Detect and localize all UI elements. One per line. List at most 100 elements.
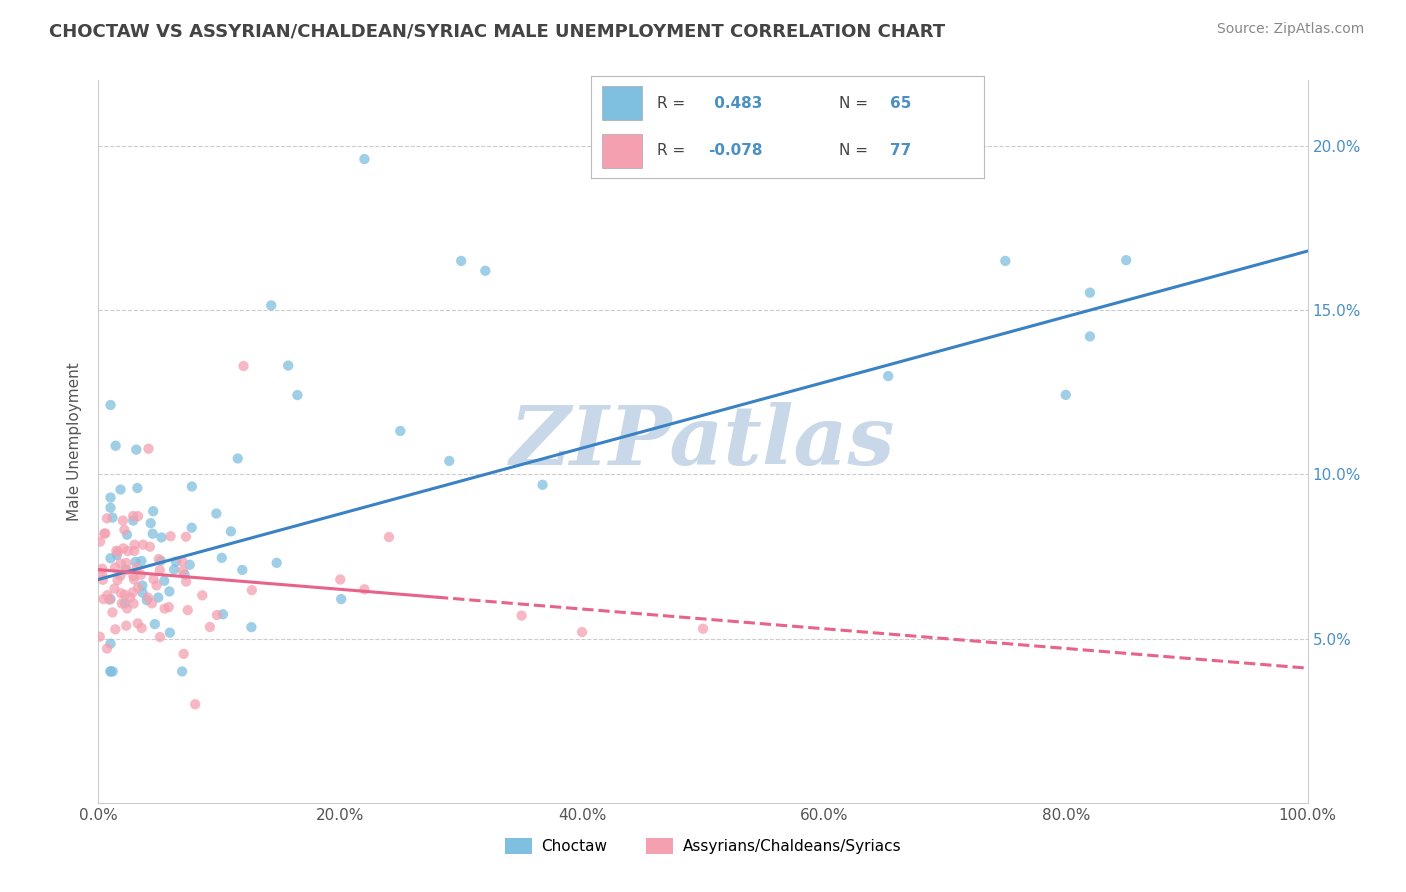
Point xyxy=(125,442,148,457)
Point xyxy=(277,359,299,373)
Point xyxy=(148,591,170,605)
Point xyxy=(124,555,146,569)
Point xyxy=(240,620,263,634)
Point xyxy=(159,529,181,543)
Point xyxy=(115,618,138,632)
Point xyxy=(232,359,254,373)
Point xyxy=(165,555,187,569)
Point xyxy=(531,477,554,491)
Point xyxy=(450,253,472,268)
Point xyxy=(149,630,172,644)
Point xyxy=(93,592,115,607)
Point xyxy=(205,507,228,521)
Point xyxy=(104,560,127,574)
Point xyxy=(994,253,1017,268)
Point xyxy=(110,557,132,571)
Point xyxy=(131,554,153,568)
Point xyxy=(91,568,114,582)
Text: 77: 77 xyxy=(890,144,911,158)
Point xyxy=(89,630,111,644)
Point xyxy=(101,665,124,679)
Point xyxy=(131,586,153,600)
Point xyxy=(260,298,283,312)
Y-axis label: Male Unemployment: Male Unemployment xyxy=(67,362,83,521)
Point xyxy=(100,665,122,679)
Point xyxy=(330,592,353,607)
Point xyxy=(135,593,157,607)
Point xyxy=(127,481,149,495)
Point xyxy=(378,530,401,544)
Point xyxy=(142,572,165,586)
Point xyxy=(100,551,122,566)
Point xyxy=(111,514,134,528)
Point xyxy=(124,544,146,558)
Point xyxy=(510,608,533,623)
Text: N =: N = xyxy=(838,144,872,158)
Point xyxy=(115,563,138,577)
Point xyxy=(122,514,145,528)
Point xyxy=(353,582,375,597)
Point xyxy=(110,483,132,497)
Point xyxy=(121,585,143,599)
Point xyxy=(142,504,165,518)
Point xyxy=(153,574,176,588)
Point xyxy=(148,552,170,566)
Point xyxy=(1078,329,1101,343)
Point xyxy=(100,500,122,515)
Point xyxy=(174,574,197,589)
Point xyxy=(1078,285,1101,300)
Point xyxy=(173,647,195,661)
Point xyxy=(114,563,136,577)
Point xyxy=(111,597,134,611)
Point xyxy=(115,556,138,570)
Text: N =: N = xyxy=(838,96,872,111)
Point xyxy=(91,562,114,576)
Point xyxy=(212,607,235,622)
Text: ZIPatlas: ZIPatlas xyxy=(510,401,896,482)
Point xyxy=(98,592,121,607)
Point xyxy=(115,601,138,615)
Point xyxy=(157,600,180,615)
Point xyxy=(129,567,152,582)
Point xyxy=(125,560,148,574)
Point xyxy=(474,264,496,278)
Point xyxy=(139,540,162,554)
Point xyxy=(91,573,114,587)
Point xyxy=(103,582,125,596)
Point xyxy=(149,563,172,577)
Point xyxy=(266,556,288,570)
Point xyxy=(100,591,122,606)
Bar xyxy=(602,87,641,120)
Point xyxy=(571,625,593,640)
Point xyxy=(89,534,111,549)
Point xyxy=(353,152,375,166)
Point xyxy=(142,526,165,541)
Point xyxy=(287,388,309,402)
Point xyxy=(179,558,201,572)
Point xyxy=(122,597,145,611)
Point xyxy=(172,554,194,568)
Point xyxy=(122,509,145,524)
Point xyxy=(205,608,228,623)
Legend: Choctaw, Assyrians/Chaldeans/Syriacs: Choctaw, Assyrians/Chaldeans/Syriacs xyxy=(499,832,907,860)
Point xyxy=(100,491,122,505)
Point xyxy=(122,573,145,587)
Text: R =: R = xyxy=(658,96,690,111)
Text: Source: ZipAtlas.com: Source: ZipAtlas.com xyxy=(1216,22,1364,37)
Point xyxy=(226,451,249,466)
Point xyxy=(231,563,253,577)
Point xyxy=(104,439,127,453)
Text: -0.078: -0.078 xyxy=(709,144,763,158)
Point xyxy=(96,588,118,602)
Point xyxy=(136,591,159,605)
Point xyxy=(174,530,197,544)
Point xyxy=(114,588,136,602)
Point xyxy=(159,625,181,640)
Point xyxy=(131,578,153,592)
Point xyxy=(107,573,129,587)
Point xyxy=(120,591,142,605)
Point xyxy=(122,569,145,583)
Point xyxy=(172,665,194,679)
Point xyxy=(692,622,714,636)
Point xyxy=(101,606,124,620)
